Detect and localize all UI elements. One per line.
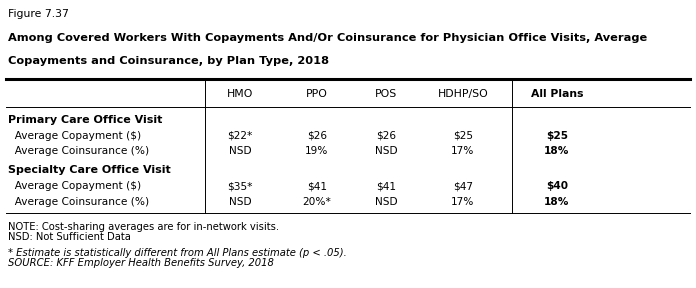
- Text: NSD: NSD: [229, 197, 251, 206]
- Text: $35*: $35*: [228, 181, 253, 191]
- Text: $25: $25: [546, 131, 568, 141]
- Text: Average Coinsurance (%): Average Coinsurance (%): [8, 197, 150, 206]
- Text: SOURCE: KFF Employer Health Benefits Survey, 2018: SOURCE: KFF Employer Health Benefits Sur…: [8, 258, 274, 268]
- Text: 18%: 18%: [544, 147, 569, 156]
- Text: $22*: $22*: [228, 131, 253, 141]
- Text: NOTE: Cost-sharing averages are for in-network visits.: NOTE: Cost-sharing averages are for in-n…: [8, 222, 280, 232]
- Text: HMO: HMO: [227, 89, 253, 98]
- Text: $41: $41: [307, 181, 326, 191]
- Text: Specialty Care Office Visit: Specialty Care Office Visit: [8, 166, 171, 175]
- Text: 17%: 17%: [451, 197, 475, 206]
- Text: * Estimate is statistically different from All Plans estimate (p < .05).: * Estimate is statistically different fr…: [8, 248, 347, 258]
- Text: Average Copayment ($): Average Copayment ($): [8, 131, 141, 141]
- Text: NSD: Not Sufficient Data: NSD: Not Sufficient Data: [8, 232, 132, 242]
- Text: NSD: NSD: [375, 197, 397, 206]
- Text: 19%: 19%: [305, 147, 329, 156]
- Text: $40: $40: [546, 181, 568, 191]
- Text: POS: POS: [375, 89, 397, 98]
- Text: NSD: NSD: [229, 147, 251, 156]
- Text: NSD: NSD: [375, 147, 397, 156]
- Text: Figure 7.37: Figure 7.37: [8, 9, 69, 19]
- Text: Among Covered Workers With Copayments And/Or Coinsurance for Physician Office Vi: Among Covered Workers With Copayments An…: [8, 33, 647, 43]
- Text: 20%*: 20%*: [302, 197, 331, 206]
- Text: $26: $26: [377, 131, 396, 141]
- Text: $25: $25: [453, 131, 473, 141]
- Text: 17%: 17%: [451, 147, 475, 156]
- Text: $26: $26: [307, 131, 326, 141]
- Text: 18%: 18%: [544, 197, 569, 206]
- Text: Copayments and Coinsurance, by Plan Type, 2018: Copayments and Coinsurance, by Plan Type…: [8, 56, 329, 66]
- Text: Average Coinsurance (%): Average Coinsurance (%): [8, 147, 150, 156]
- Text: $47: $47: [453, 181, 473, 191]
- Text: PPO: PPO: [306, 89, 328, 98]
- Text: Average Copayment ($): Average Copayment ($): [8, 181, 141, 191]
- Text: $41: $41: [377, 181, 396, 191]
- Text: HDHP/SO: HDHP/SO: [438, 89, 488, 98]
- Text: Primary Care Office Visit: Primary Care Office Visit: [8, 115, 163, 125]
- Text: All Plans: All Plans: [530, 89, 583, 98]
